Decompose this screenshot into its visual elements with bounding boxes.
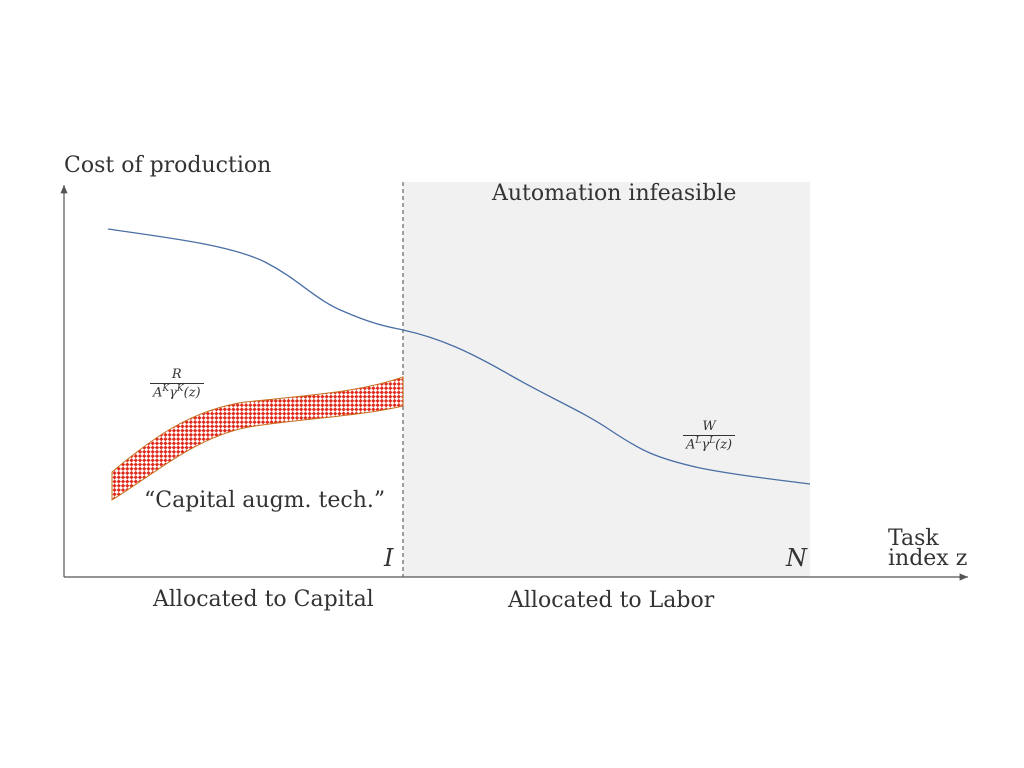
y-axis-label: Cost of production [64,153,272,178]
capital-augm-tech-caption: “Capital augm. tech.” [144,488,386,513]
allocated-to-capital-label: Allocated to Capital [153,587,374,612]
x-axis-label-index: index z [888,546,968,571]
capital-formula-denominator: AKγK(z) [153,383,201,400]
labor-formula-denominator: ALγL(z) [686,435,733,452]
capital-cost-band [111,376,404,501]
automation-infeasible-region [403,182,810,577]
threshold-N-label: N [786,544,807,572]
capital-cost-formula: R AKγK(z) [150,368,204,400]
fraction-bar [683,434,736,436]
automation-infeasible-label: Automation infeasible [492,181,737,206]
threshold-I-label: I [384,544,394,572]
fraction-bar [150,382,204,384]
labor-cost-curve [107,228,811,485]
x-axis-label-task: Task [888,526,939,551]
labor-cost-formula: W ALγL(z) [683,419,736,452]
capital-formula-numerator: R [171,367,182,382]
allocated-to-labor-label: Allocated to Labor [508,588,715,613]
labor-formula-numerator: W [702,419,716,434]
